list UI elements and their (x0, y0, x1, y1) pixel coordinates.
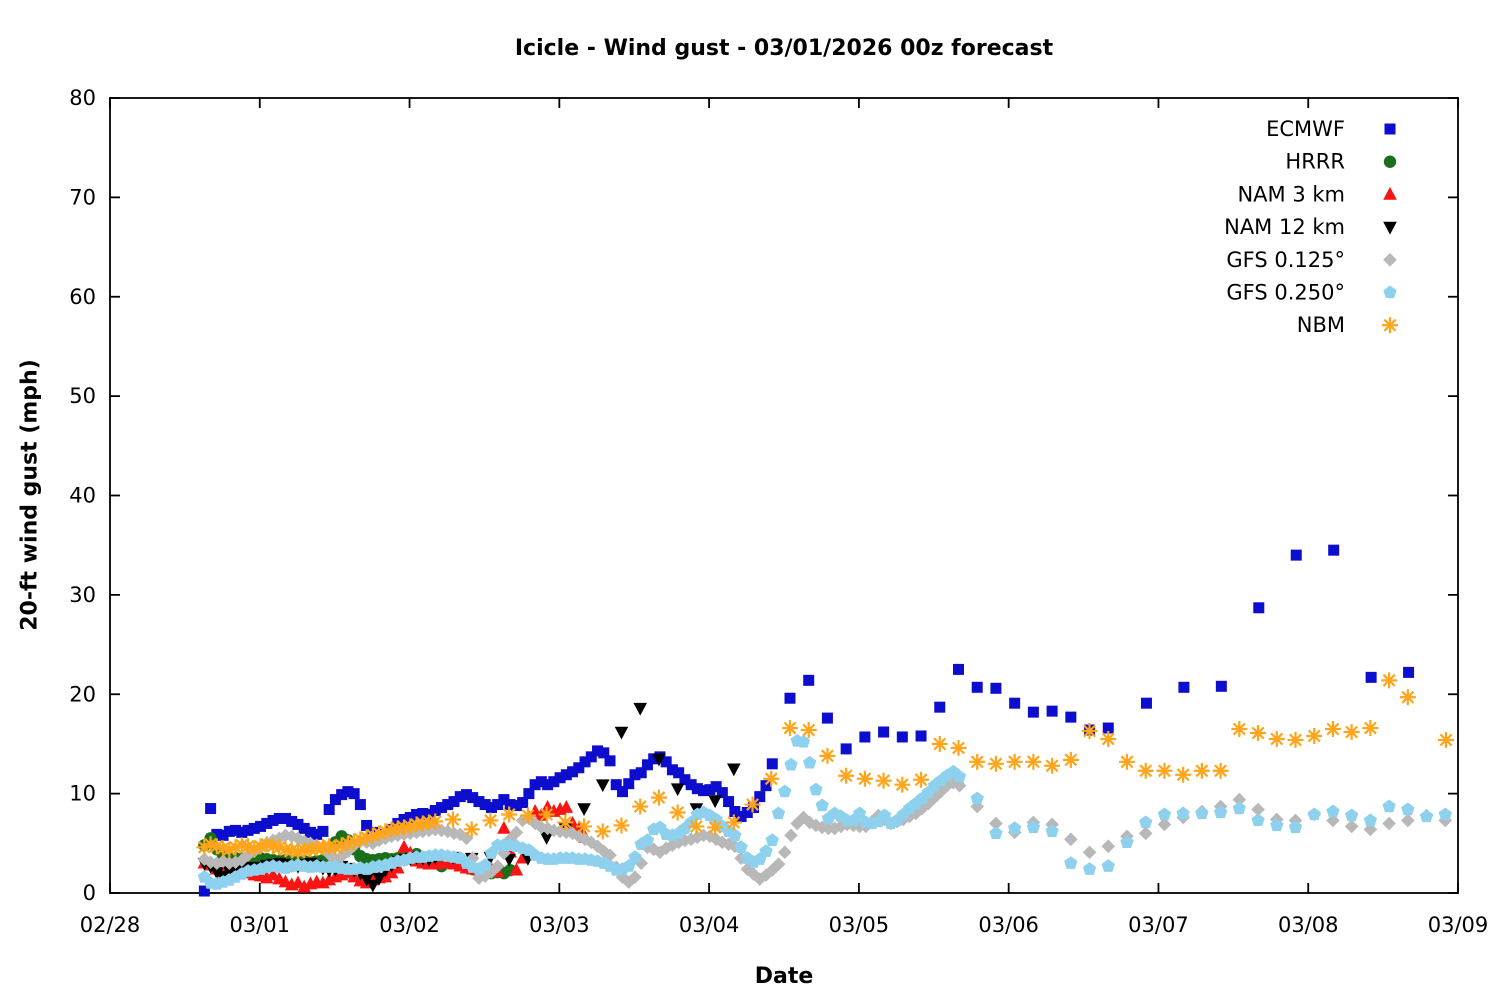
x-tick-label: 03/08 (1278, 913, 1339, 937)
legend-marker-circle-icon (1383, 155, 1397, 168)
legend-marker-square-icon (1384, 123, 1396, 135)
axis-ticks (109, 97, 1459, 894)
legend-label: GFS 0.125° (1226, 248, 1345, 272)
y-tick-label: 60 (69, 285, 96, 309)
x-tick-label: 03/05 (829, 913, 890, 937)
legend-marker-pentagon-icon (1383, 285, 1397, 299)
x-tick-label: 03/02 (379, 913, 440, 937)
y-tick-label: 40 (69, 484, 96, 508)
legend-marker-diamond-icon (1383, 253, 1397, 267)
x-tick-label: 02/28 (80, 913, 141, 937)
legend-marker-asterisk-icon (1382, 317, 1398, 334)
legend-label: GFS 0.250° (1226, 281, 1345, 305)
y-tick-label: 70 (69, 185, 96, 209)
y-tick-label: 50 (69, 384, 96, 408)
series-ecmwf (198, 544, 1415, 897)
y-tick-label: 10 (69, 782, 96, 806)
legend (1382, 123, 1398, 334)
y-tick-label: 0 (83, 881, 96, 905)
y-tick-label: 30 (69, 583, 96, 607)
legend-label: HRRR (1285, 150, 1345, 174)
legend-label: NBM (1297, 313, 1345, 337)
y-tick-label: 20 (69, 682, 96, 706)
chart-title: Icicle - Wind gust - 03/01/2026 00z fore… (514, 36, 1054, 61)
x-tick-label: 03/01 (230, 913, 291, 937)
x-tick-label: 03/04 (679, 913, 740, 937)
legend-label: NAM 3 km (1237, 182, 1345, 206)
legend-label: NAM 12 km (1224, 215, 1345, 239)
x-tick-label: 03/06 (978, 913, 1039, 937)
x-tick-label: 03/09 (1428, 913, 1489, 937)
x-tick-label: 03/03 (529, 913, 590, 937)
series-gfs-0-250- (197, 733, 1452, 890)
x-axis-label: Date (754, 964, 814, 989)
legend-label: ECMWF (1266, 117, 1345, 141)
y-tick-label: 80 (69, 86, 96, 110)
y-axis-label: 20-ft wind gust (mph) (17, 359, 43, 631)
series-nbm (196, 672, 1455, 860)
legend-marker-triangle-up-icon (1383, 186, 1397, 200)
x-tick-label: 03/07 (1128, 913, 1189, 937)
legend-marker-triangle-down-icon (1383, 221, 1397, 235)
